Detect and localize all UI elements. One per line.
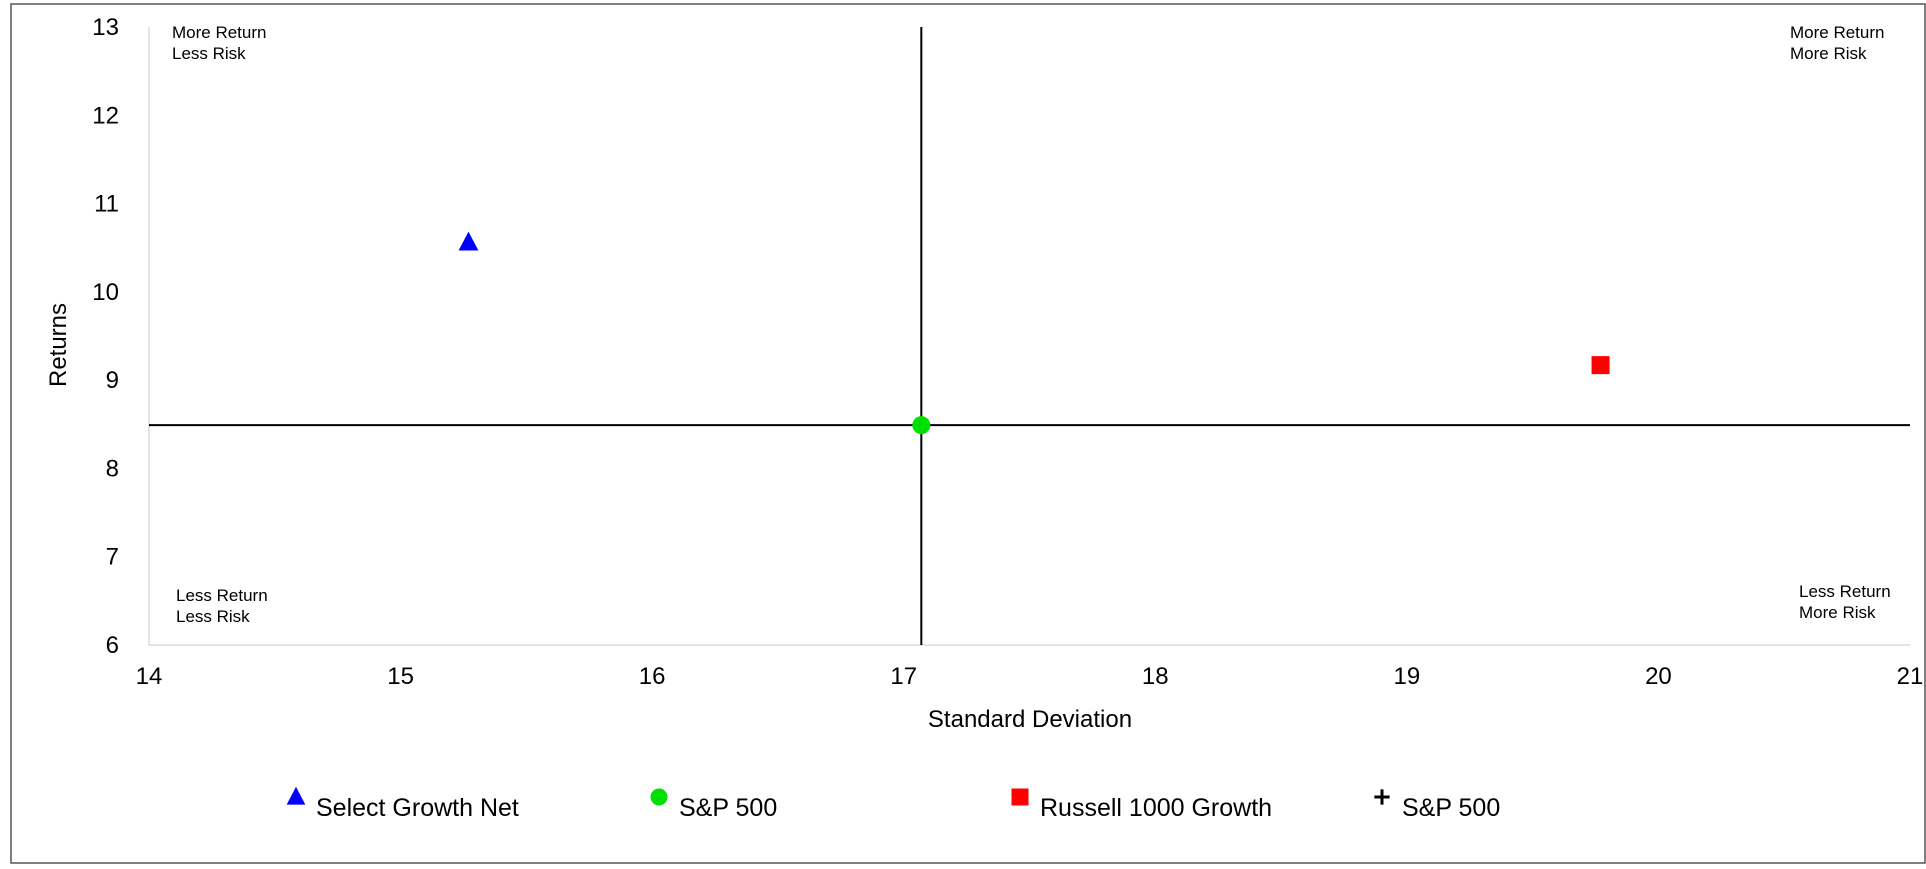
crosshair-lines (149, 27, 1910, 645)
x-tick-label-17: 17 (890, 663, 917, 690)
legend-item-0: Select Growth Net (286, 786, 519, 822)
legend-marker-circle-1 (650, 788, 668, 806)
legend-label-3: S&P 500 (1402, 794, 1500, 822)
y-tick-label-6: 6 (106, 632, 119, 659)
x-tick-label-20: 20 (1645, 663, 1672, 690)
legend-label-2: Russell 1000 Growth (1040, 794, 1272, 822)
y-tick-labels: 6 7 8 9 10 11 12 13 (92, 14, 119, 659)
x-tick-label-21: 21 (1897, 663, 1924, 690)
x-tick-label-14: 14 (136, 663, 163, 690)
legend-item-2: Russell 1000 Growth (1011, 788, 1272, 822)
quadrant-labels: More Return Less Risk More Return More R… (172, 23, 1891, 626)
quadrant-top-left-line1: More Return (172, 23, 266, 42)
y-tick-label-7: 7 (106, 544, 119, 571)
data-points (458, 231, 1610, 435)
y-tick-label-8: 8 (106, 455, 119, 482)
legend-label-1: S&P 500 (679, 794, 777, 822)
quadrant-top-right-line2: More Risk (1790, 44, 1867, 63)
axes-group (148, 27, 1910, 646)
legend-marker-plus-3 (1374, 789, 1390, 805)
x-axis-title: Standard Deviation (928, 706, 1132, 733)
y-tick-label-13: 13 (92, 14, 119, 41)
y-tick-label-10: 10 (92, 279, 119, 306)
quadrant-bottom-right-line2: More Risk (1799, 603, 1876, 622)
y-tick-label-11: 11 (94, 191, 119, 218)
y-tick-label-9: 9 (106, 367, 119, 394)
legend-label-0: Select Growth Net (316, 794, 519, 822)
quadrant-top-left-line2: Less Risk (172, 44, 246, 63)
data-point-square-2 (1591, 356, 1610, 375)
legend-marker-square-2 (1011, 788, 1029, 806)
y-axis-title: Returns (45, 303, 72, 387)
legend-marker-triangle-0 (286, 786, 306, 805)
x-tick-labels: 14 15 16 17 18 19 20 21 (136, 663, 1924, 690)
quadrant-bottom-left-line1: Less Return (176, 586, 268, 605)
y-tick-label-12: 12 (92, 102, 119, 129)
quadrant-bottom-left-line2: Less Risk (176, 607, 250, 626)
x-tick-label-16: 16 (639, 663, 666, 690)
legend: Select Growth Net S&P 500 Russell 1000 Gro… (286, 786, 1500, 822)
chart-border (10, 3, 1926, 864)
x-tick-label-18: 18 (1142, 663, 1169, 690)
data-point-circle-1 (912, 416, 931, 435)
quadrant-bottom-right-line1: Less Return (1799, 582, 1891, 601)
legend-item-1: S&P 500 (650, 788, 777, 822)
legend-item-3: S&P 500 (1374, 789, 1500, 822)
data-point-triangle-0 (458, 231, 479, 251)
x-tick-label-19: 19 (1394, 663, 1421, 690)
x-tick-label-15: 15 (387, 663, 414, 690)
quadrant-top-right-line1: More Return (1790, 23, 1884, 42)
